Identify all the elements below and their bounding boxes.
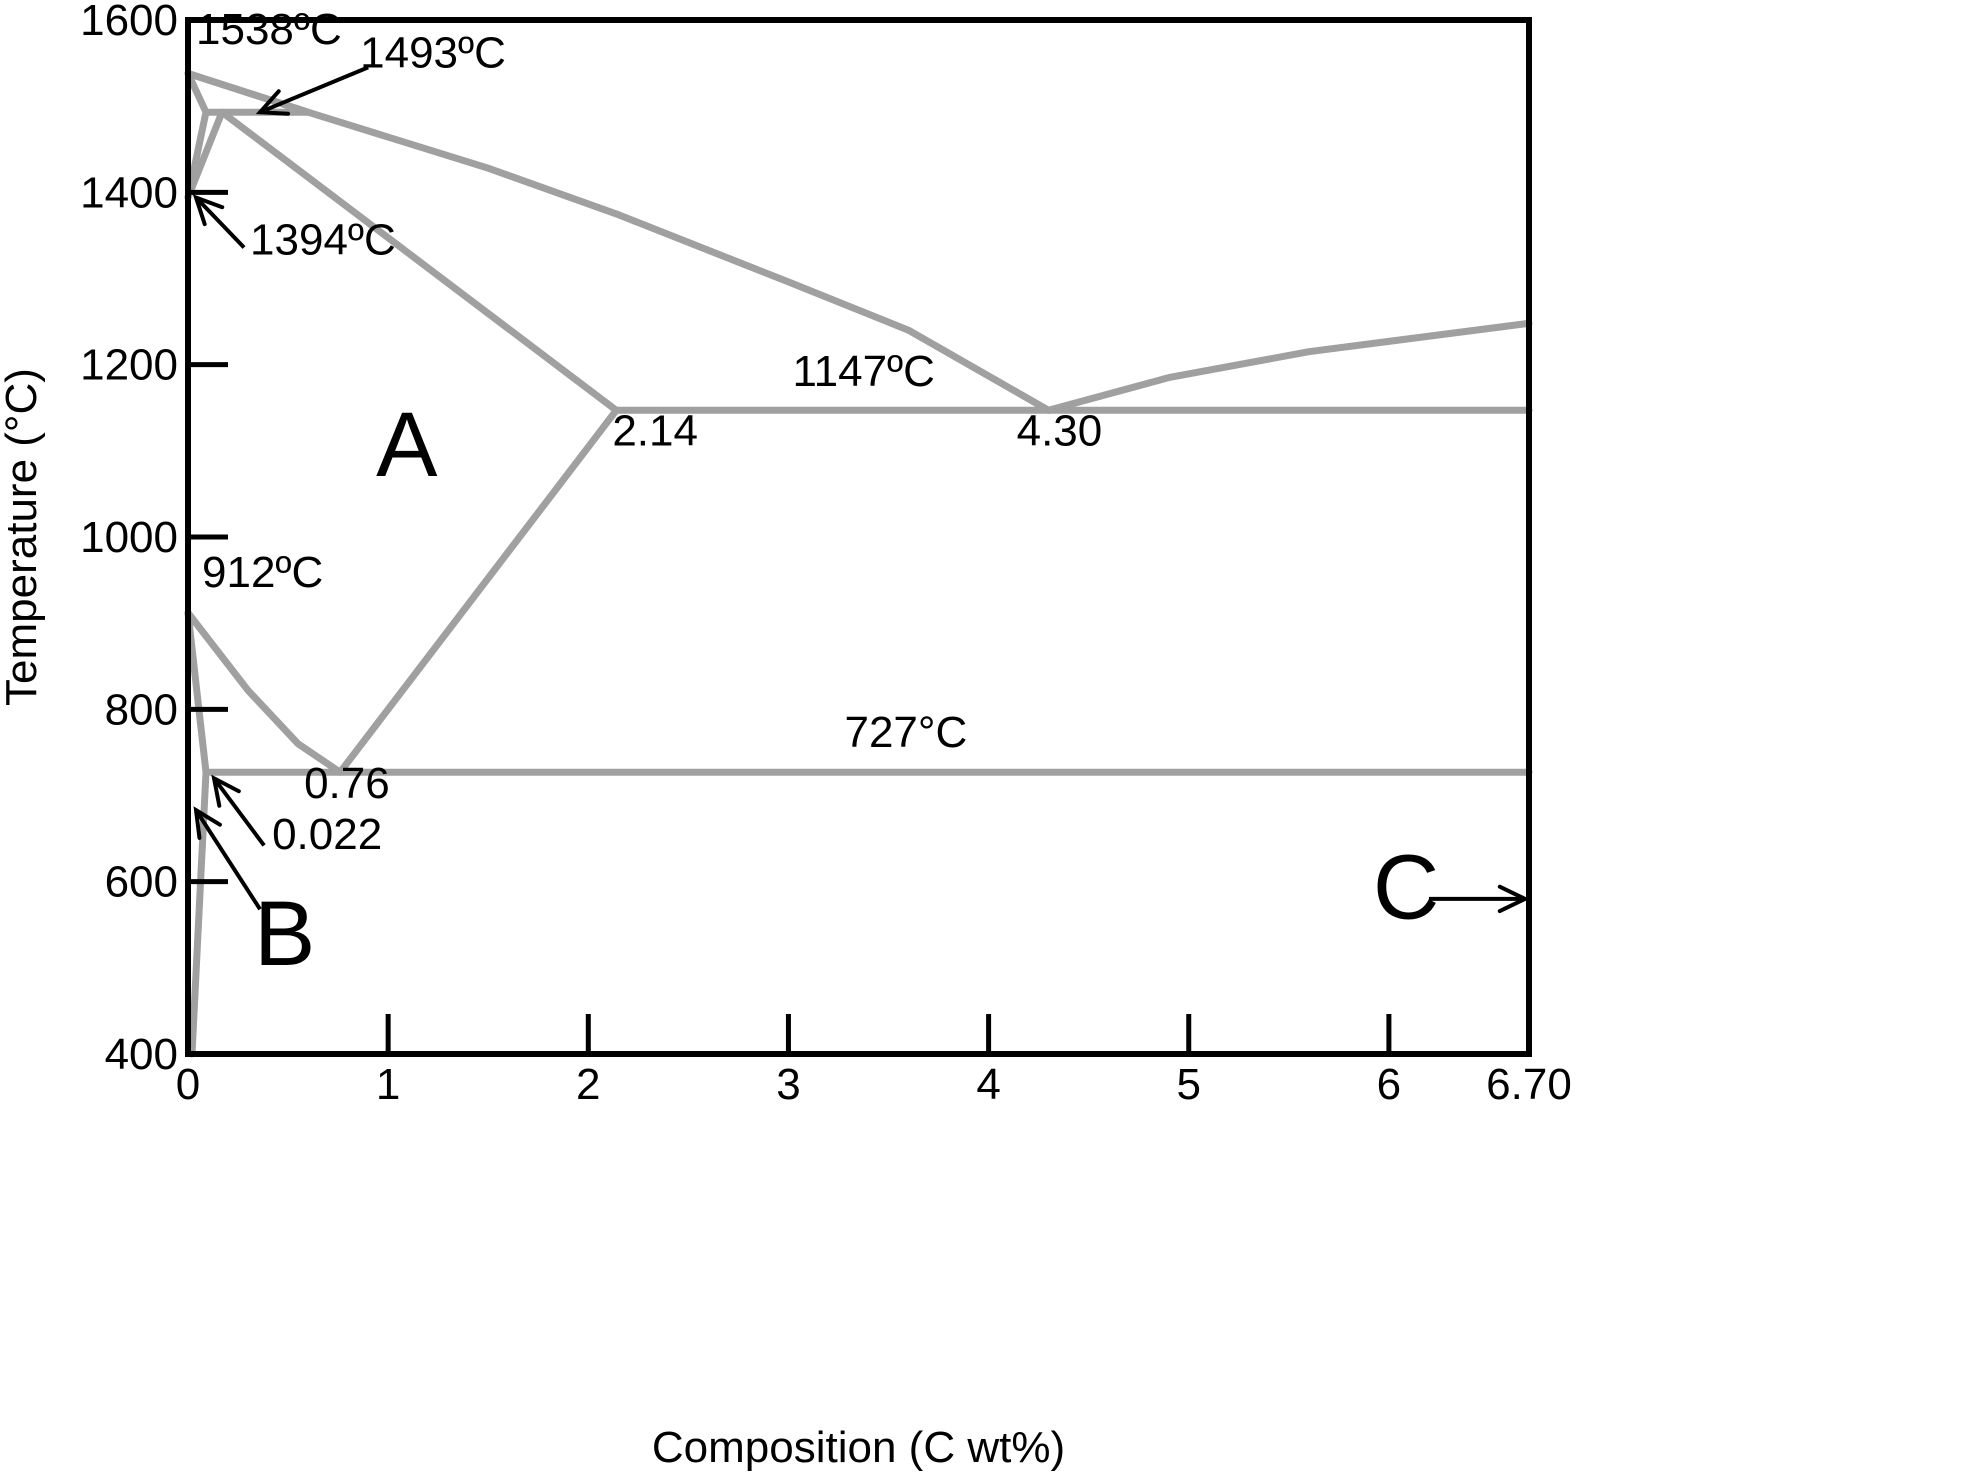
y-axis-title: Temperature (°C)	[0, 368, 46, 706]
annotation-label-2: 1394ºC	[250, 215, 396, 264]
arrow-head	[192, 194, 225, 227]
y-tick-label-2: 800	[105, 685, 178, 734]
y-tick-label-0: 400	[105, 1030, 178, 1079]
arrow-shaft	[194, 809, 262, 911]
phase-boundary-line-5	[218, 108, 620, 414]
region-label-a: A	[376, 394, 438, 496]
region-label-c: C	[1373, 837, 1439, 939]
y-tick-label-4: 1200	[80, 341, 178, 390]
phase-boundary-line-7	[1045, 319, 1533, 414]
phase-boundary-line-4	[184, 108, 226, 201]
x-tick-label-1: 1	[376, 1060, 400, 1109]
annotation-label-4: 2.14	[612, 407, 698, 456]
annotation-label-5: 4.30	[1017, 407, 1103, 456]
arrow-head	[211, 774, 241, 808]
arrow-head	[1497, 884, 1530, 914]
annotation-arrow-2	[211, 774, 266, 847]
phase-boundary-line-10	[184, 609, 344, 776]
phase-boundary-line-9	[336, 406, 620, 776]
annotation-label-9: 0.022	[272, 810, 382, 859]
x-tick-label-2: 2	[576, 1060, 600, 1109]
phase-boundary-line-6	[184, 69, 1053, 414]
x-tick-label-0: 0	[176, 1060, 200, 1109]
annotation-label-0: 1538ºC	[196, 5, 342, 54]
x-tick-label-5: 5	[1177, 1060, 1201, 1109]
x-tick-label-6: 6	[1377, 1060, 1401, 1109]
phase-lines	[184, 69, 1533, 1058]
annotation-arrow-1	[192, 194, 246, 249]
arrow-head	[193, 806, 222, 840]
region-label-b: B	[254, 883, 315, 985]
arrow-shaft	[212, 777, 266, 847]
axis-ticks	[188, 189, 1392, 1054]
x-tick-label-4: 4	[976, 1060, 1000, 1109]
y-tick-label-3: 1000	[80, 513, 178, 562]
annotation-label-3: 1147ºC	[792, 347, 934, 396]
arrow-shaft	[259, 65, 369, 115]
annotation-arrows	[192, 65, 1530, 914]
x-tick-label-7: 6.70	[1486, 1060, 1572, 1109]
arrow-shaft	[194, 196, 246, 249]
annotation-label-7: 727°C	[844, 708, 967, 757]
y-tick-label-6: 1600	[80, 0, 178, 45]
annotation-arrow-3	[193, 806, 262, 911]
arrow-head	[255, 89, 291, 116]
x-axis-title: Composition (C wt%)	[652, 1423, 1065, 1472]
x-tick-label-3: 3	[776, 1060, 800, 1109]
annotation-arrow-0	[255, 65, 369, 116]
annotation-label-1: 1493ºC	[360, 28, 506, 77]
annotation-label-6: 912ºC	[202, 548, 323, 597]
y-tick-label-1: 600	[105, 858, 178, 907]
annotation-label-8: 0.76	[304, 759, 390, 808]
plot-frame	[185, 17, 1532, 1057]
tick-labels: 0 1 2 3 4 5 6 6.70 400 600 800 1000 1200 1400 1600	[80, 0, 1572, 1109]
annotation-arrow-4	[1428, 884, 1530, 914]
y-tick-label-5: 1400	[80, 168, 178, 217]
annotations: 1538ºC 1493ºC 1394ºC 1147ºC 2.14 4.30 912ºC 727…	[196, 5, 1439, 985]
